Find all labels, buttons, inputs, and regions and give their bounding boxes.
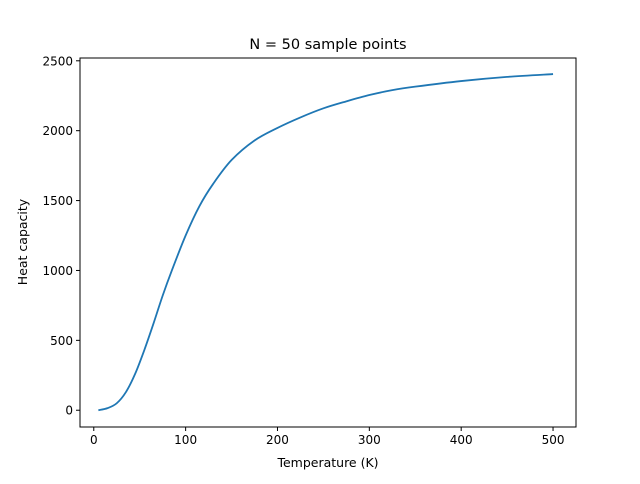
x-axis-label: Temperature (K) <box>276 455 378 470</box>
y-tick-label: 500 <box>50 334 73 348</box>
x-axis: 0 100 200 300 400 500 <box>90 427 565 447</box>
y-tick-label: 2000 <box>42 124 73 138</box>
x-tick-label: 0 <box>90 433 98 447</box>
y-tick-label: 2500 <box>42 54 73 68</box>
x-tick-label: 300 <box>358 433 381 447</box>
x-tick-label: 100 <box>174 433 197 447</box>
series-line <box>98 73 554 412</box>
x-tick-label: 200 <box>266 433 289 447</box>
y-axis-label: Heat capacity <box>15 198 30 285</box>
y-tick-label: 1500 <box>42 194 73 208</box>
plot-area <box>98 73 554 412</box>
y-tick-label: 1000 <box>42 264 73 278</box>
axes-frame <box>79 57 577 428</box>
y-axis: 0 500 1000 1500 2000 2500 <box>42 54 80 418</box>
y-tick-label: 0 <box>65 404 73 418</box>
chart-title: N = 50 sample points <box>249 37 406 53</box>
x-tick-label: 500 <box>542 433 565 447</box>
x-tick-label: 400 <box>450 433 473 447</box>
